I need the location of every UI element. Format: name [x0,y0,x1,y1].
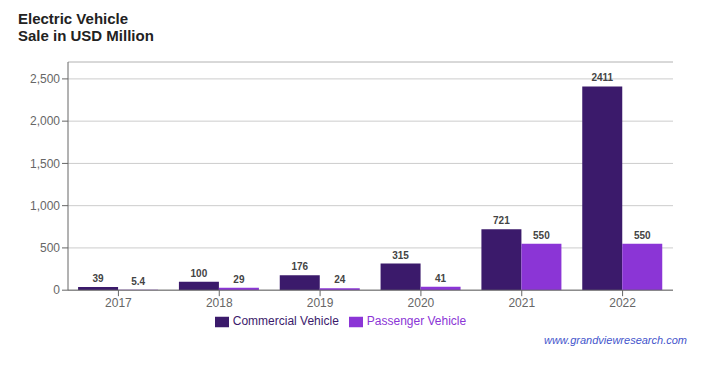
svg-text:721: 721 [493,215,510,226]
svg-text:500: 500 [40,241,60,255]
svg-text:39: 39 [93,273,105,284]
svg-text:2022: 2022 [609,296,636,310]
svg-text:550: 550 [533,230,550,241]
svg-text:2020: 2020 [408,296,435,310]
svg-text:315: 315 [392,250,409,261]
html-text:www.grandviewresearch.com: www.grandviewresearch.com [543,334,687,346]
svg-text:2018: 2018 [206,296,233,310]
svg-text:2017: 2017 [105,296,132,310]
svg-text:41: 41 [435,273,447,284]
html-text:Passenger Vehicle: Passenger Vehicle [366,314,467,329]
svg-text:24: 24 [334,274,346,285]
svg-text:5.4: 5.4 [131,276,145,287]
svg-text:29: 29 [233,274,245,285]
svg-text:2,500: 2,500 [30,72,60,86]
svg-text:176: 176 [291,261,308,272]
svg-text:2411: 2411 [591,72,613,83]
svg-text:2,000: 2,000 [30,114,60,128]
svg-text:1,500: 1,500 [30,157,60,171]
svg-text:0: 0 [53,283,60,297]
svg-text:550: 550 [634,230,651,241]
html-text:Electric Vehicle: Electric Vehicle [18,10,129,27]
html-text:Sale in USD Million: Sale in USD Million [18,27,154,44]
svg-text:1,000: 1,000 [30,199,60,213]
svg-text:100: 100 [191,268,208,279]
svg-text:2019: 2019 [307,296,334,310]
svg-text:2021: 2021 [508,296,535,310]
html-text:Commercial Vehicle: Commercial Vehicle [232,314,339,329]
